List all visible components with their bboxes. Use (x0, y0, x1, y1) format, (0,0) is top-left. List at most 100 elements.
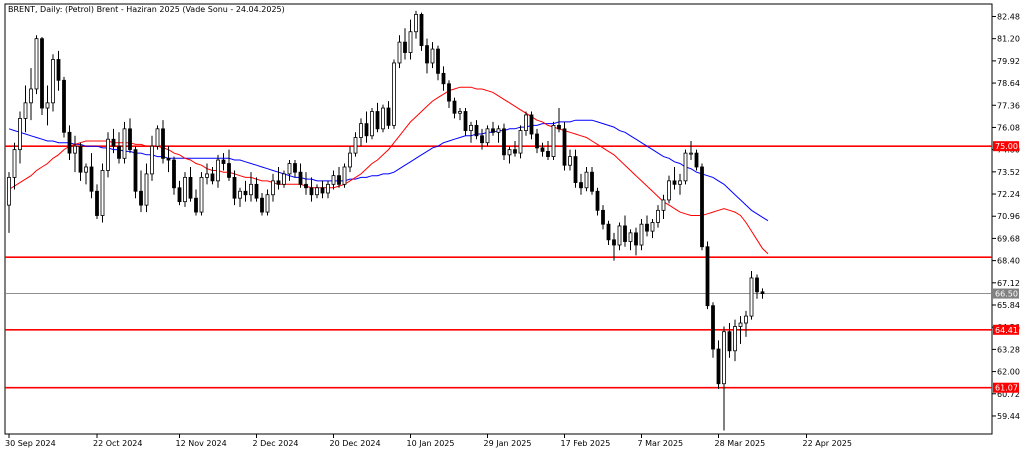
candle-body (463, 111, 468, 131)
candle-body (397, 41, 402, 64)
candle-body (612, 239, 616, 246)
candle-body (139, 190, 143, 206)
x-tick-label: 17 Feb 2025 (561, 439, 611, 448)
candle-body (529, 114, 534, 135)
candle-body (293, 163, 297, 173)
y-tick-label: 82.48 (997, 12, 1020, 21)
candle-body (436, 48, 440, 74)
candle-body (694, 152, 699, 168)
candle-body (73, 145, 77, 154)
candle-body (150, 145, 154, 175)
level-price-label-bg (993, 382, 1019, 393)
candle-body (667, 180, 671, 201)
candle-body (23, 102, 28, 119)
candle-body (254, 183, 259, 199)
candle-body (716, 348, 721, 385)
candle-body (408, 31, 413, 53)
candle-body (568, 156, 572, 166)
candle-body (733, 326, 737, 352)
candle-body (276, 180, 281, 185)
candle-body (304, 183, 308, 189)
current-price-label: 66.50 (995, 290, 1018, 299)
candle-body (106, 138, 110, 171)
candle-body (265, 194, 270, 213)
candle-body (67, 131, 72, 154)
candle-body (337, 175, 341, 185)
y-tick-label: 78.64 (997, 79, 1020, 88)
candle-body (634, 232, 638, 246)
y-tick-label: 59.44 (997, 412, 1020, 421)
candle-body (56, 59, 61, 81)
candle-body (623, 225, 627, 242)
candle-body (243, 190, 248, 196)
candle-body (227, 163, 231, 178)
candle-body (183, 176, 187, 203)
candle-body (84, 166, 88, 173)
candle-body (320, 187, 325, 194)
candle-body (518, 130, 523, 154)
y-tick-label: 81.20 (997, 35, 1020, 44)
candle-body (161, 128, 165, 159)
candle-body (700, 166, 704, 248)
candle-body (331, 175, 336, 185)
candle-body (386, 107, 391, 126)
candle-body (381, 107, 385, 130)
candle-body (744, 315, 748, 324)
candle-body (249, 183, 253, 196)
candle-body (364, 123, 369, 137)
x-tick-label: 28 Mar 2025 (715, 439, 766, 448)
candle-body (425, 45, 429, 64)
candle-body (89, 166, 94, 192)
candle-body (232, 176, 237, 199)
level-price-label-bg (993, 141, 1019, 152)
y-tick-label: 63.28 (997, 345, 1020, 354)
y-tick-label: 73.52 (997, 168, 1020, 177)
y-tick-label: 79.92 (997, 57, 1020, 66)
candle-body (7, 176, 11, 206)
candle-body (315, 187, 319, 196)
x-tick-label: 7 Mar 2025 (638, 439, 684, 448)
candle-body (546, 150, 550, 157)
chart-title: BRENT, Daily: (Petrol) Brent - Haziran 2… (8, 5, 285, 14)
candle-body (683, 152, 688, 182)
candle-body (326, 183, 330, 194)
level-price-label: 75.00 (995, 142, 1018, 151)
x-tick-label: 30 Sep 2024 (5, 439, 56, 448)
candle-body (260, 197, 264, 213)
candle-body (62, 79, 66, 133)
candle-body (645, 223, 649, 232)
candle-body (282, 173, 286, 185)
candle-body (507, 149, 512, 156)
candle-body (738, 322, 743, 327)
candle-body (34, 38, 39, 90)
candle-body (540, 147, 545, 152)
candle-body (727, 331, 732, 352)
x-tick-label: 10 Jan 2025 (407, 439, 455, 448)
candle-body (469, 124, 473, 131)
y-tick-label: 62.00 (997, 368, 1020, 377)
candle-body (639, 223, 644, 246)
y-tick-label: 72.24 (997, 190, 1020, 199)
candle-body (194, 197, 198, 213)
candle-body (414, 14, 418, 33)
candle-body (133, 149, 138, 192)
candle-body (760, 291, 765, 294)
candle-body (491, 128, 495, 133)
candle-body (722, 331, 726, 385)
level-price-label: 64.41 (995, 326, 1018, 335)
x-tick-label: 2 Dec 2024 (253, 439, 299, 448)
level-price-label-bg (993, 324, 1019, 335)
candle-body (617, 225, 622, 246)
candle-body (430, 48, 435, 64)
candle-body (419, 14, 424, 47)
x-tick-label: 29 Jan 2025 (484, 439, 532, 448)
candle-body (584, 171, 589, 189)
candle-body (590, 171, 594, 192)
candle-body (458, 111, 462, 114)
candle-body (342, 166, 347, 185)
candle-body (502, 128, 506, 156)
x-tick-label: 22 Apr 2025 (803, 439, 852, 448)
candle-body (689, 152, 693, 155)
candle-body (309, 187, 314, 196)
